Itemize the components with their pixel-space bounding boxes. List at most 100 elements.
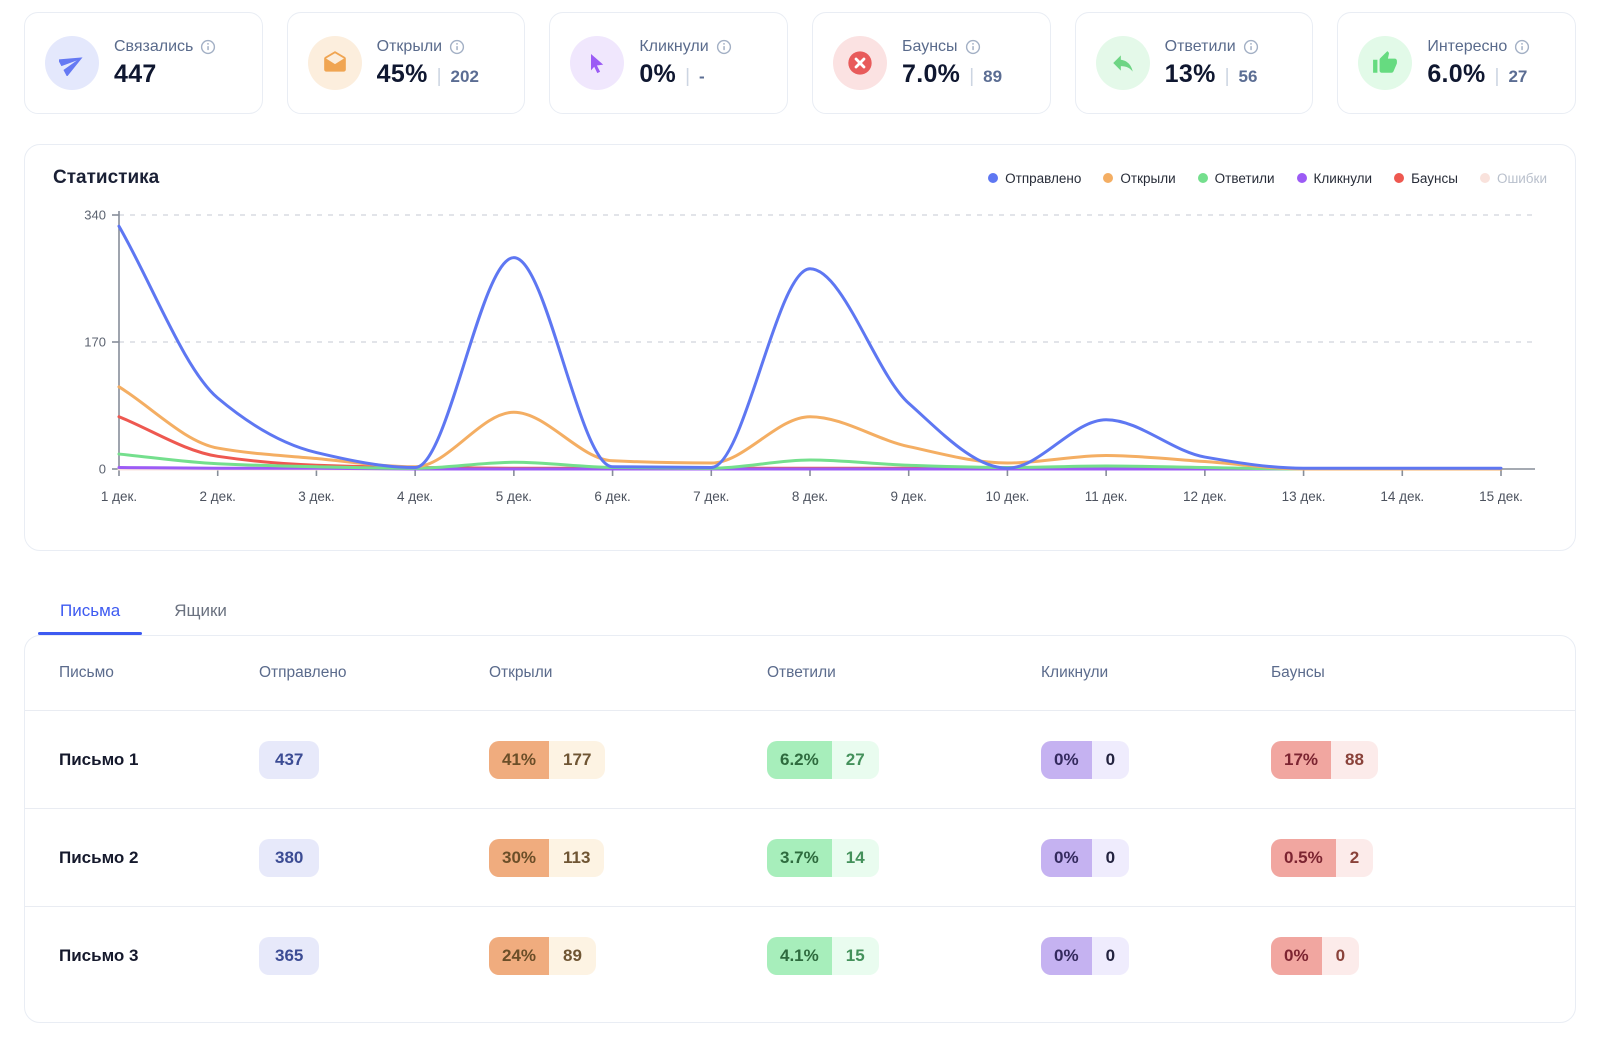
legend-dot: [1296, 173, 1307, 183]
stat-separator: |: [969, 65, 975, 87]
legend-label: Открыли: [1120, 170, 1176, 186]
stat-value: 7.0%: [902, 59, 961, 88]
col-sent: Отправлено: [259, 664, 347, 681]
table-row: Письмо 2 380 30% 113 3.7% 14 0% 0 0.5% 2: [25, 808, 1575, 906]
sent-pill: 437: [259, 740, 320, 779]
opened-pct: 24%: [489, 936, 550, 975]
thumbs-up-icon: [1358, 36, 1413, 90]
stat-card-replied: Ответили 13% | 56: [1074, 12, 1314, 114]
stat-label: Кликнули: [639, 37, 709, 55]
stat-label: Баунсы: [902, 37, 958, 55]
clicked-count: 0: [1091, 838, 1130, 877]
stat-value: 6.0%: [1427, 59, 1486, 88]
bounced-pill: 0.5% 2: [1271, 838, 1374, 877]
stat-value: 0%: [639, 59, 677, 88]
replied-pct: 4.1%: [767, 936, 832, 975]
replied-pill: 6.2% 27: [767, 740, 879, 779]
stat-value: 45%: [376, 59, 428, 88]
legend-item[interactable]: Открыли: [1103, 170, 1176, 186]
line-chart: 0 170 340 1 дек. 2 дек. 3 дек. 4 дек. 5 дек. 6 д…: [84, 208, 1535, 504]
tab-letters[interactable]: Письма: [38, 591, 143, 635]
legend-dot: [988, 173, 999, 183]
y-tick-label: 0: [99, 462, 106, 477]
legend-item[interactable]: Баунсы: [1394, 171, 1458, 186]
stat-separator: |: [685, 65, 690, 87]
clicked-pct: 0%: [1041, 936, 1092, 975]
replied-count: 27: [831, 740, 879, 779]
sent-pill: 365: [259, 936, 320, 975]
x-tick-label: 10 дек.: [986, 489, 1030, 504]
replied-pill: 3.7% 14: [767, 838, 879, 877]
stat-card-clicked: Кликнули 0% | -: [549, 12, 788, 114]
x-tick-label: 14 дек.: [1380, 489, 1424, 504]
legend-dot: [1479, 173, 1490, 183]
bounced-count: 88: [1331, 740, 1378, 779]
info-icon[interactable]: [716, 39, 732, 55]
opened-pill: 24% 89: [489, 936, 596, 975]
x-tick-label: 13 дек.: [1282, 489, 1326, 504]
stat-card-contacted: Связались 447: [24, 12, 263, 114]
stat-card-opened: Открыли 45% | 202: [286, 12, 526, 114]
x-tick-label: 4 дек.: [397, 489, 433, 504]
bounced-pct: 0%: [1271, 936, 1322, 975]
col-clicked: Кликнули: [1041, 664, 1109, 681]
tab-mailboxes[interactable]: Ящики: [152, 591, 249, 635]
opened-pct: 30%: [489, 838, 550, 877]
x-tick-label: 3 дек.: [298, 489, 334, 504]
replied-pct: 3.7%: [767, 838, 832, 877]
x-tick-label: 7 дек.: [693, 489, 729, 504]
letter-name: Письмо 2: [59, 847, 139, 867]
series-line-Отправлено: [117, 224, 1503, 470]
clicked-count: 0: [1091, 936, 1130, 975]
stat-subvalue: 89: [983, 66, 1003, 86]
info-icon[interactable]: [965, 39, 981, 55]
legend-item[interactable]: Ответили: [1197, 171, 1275, 186]
stat-subvalue: 202: [450, 66, 479, 86]
bounced-pct: 0.5%: [1271, 838, 1336, 877]
col-letter: Письмо: [59, 664, 114, 681]
legend-label: Ошибки: [1496, 170, 1547, 186]
send-icon: [45, 36, 99, 90]
clicked-pct: 0%: [1041, 838, 1092, 877]
x-tick-label: 11 дек.: [1085, 489, 1128, 504]
reply-icon: [1095, 36, 1150, 90]
x-tick-label: 2 дек.: [200, 489, 236, 504]
legend-item[interactable]: Ошибки: [1479, 170, 1547, 186]
legend-label: Баунсы: [1411, 170, 1458, 186]
col-replied: Ответили: [767, 664, 836, 681]
table-row: Письмо 1 437 41% 177 6.2% 27 0% 0 17% 88: [25, 710, 1575, 808]
letter-name: Письмо 1: [59, 749, 139, 769]
chart-title: Статистика: [53, 167, 160, 188]
stat-card-interested: Интересно 6.0% | 27: [1337, 12, 1576, 114]
table-row: Письмо 3 365 24% 89 4.1% 15 0% 0 0% 0: [25, 906, 1575, 1004]
info-icon[interactable]: [200, 39, 216, 55]
sent-pill: 380: [259, 838, 320, 877]
info-icon[interactable]: [1514, 39, 1530, 55]
letter-name: Письмо 3: [59, 945, 139, 965]
clicked-count: 0: [1091, 740, 1130, 779]
legend-item[interactable]: Отправлено: [988, 171, 1081, 186]
statistics-card: Статистика Отправлено Открыли Ответили Клик…: [24, 144, 1576, 551]
stat-subvalue: -: [699, 66, 705, 86]
chart-legend: Отправлено Открыли Ответили Кликнули Баунсы О…: [988, 171, 1547, 186]
opened-pct: 41%: [489, 740, 550, 779]
info-icon[interactable]: [1243, 39, 1259, 55]
stat-cards-row: Связались 447 Открыли 45: [24, 12, 1576, 114]
y-tick-label: 170: [84, 335, 106, 350]
stat-label: Интересно: [1427, 37, 1508, 55]
stat-label: Открыли: [376, 37, 443, 55]
opened-count: 89: [549, 936, 596, 975]
statistics-chart: 0 170 340 1 дек. 2 дек. 3 дек. 4 дек. 5 дек. 6 д…: [53, 199, 1547, 536]
x-tick-label: 12 дек.: [1183, 489, 1227, 504]
stat-value: 13%: [1164, 59, 1216, 88]
opened-pill: 30% 113: [489, 838, 605, 877]
clicked-pill: 0% 0: [1041, 740, 1130, 779]
table-header-row: Письмо Отправлено Открыли Ответили Кликн…: [25, 636, 1575, 710]
info-icon[interactable]: [449, 39, 465, 55]
bounced-pill: 0% 0: [1271, 936, 1360, 975]
replied-count: 15: [831, 936, 879, 975]
legend-dot: [1197, 173, 1208, 183]
x-tick-label: 15 дек.: [1479, 489, 1523, 504]
legend-item[interactable]: Кликнули: [1296, 171, 1372, 186]
x-tick-label: 1 дек.: [101, 489, 137, 504]
